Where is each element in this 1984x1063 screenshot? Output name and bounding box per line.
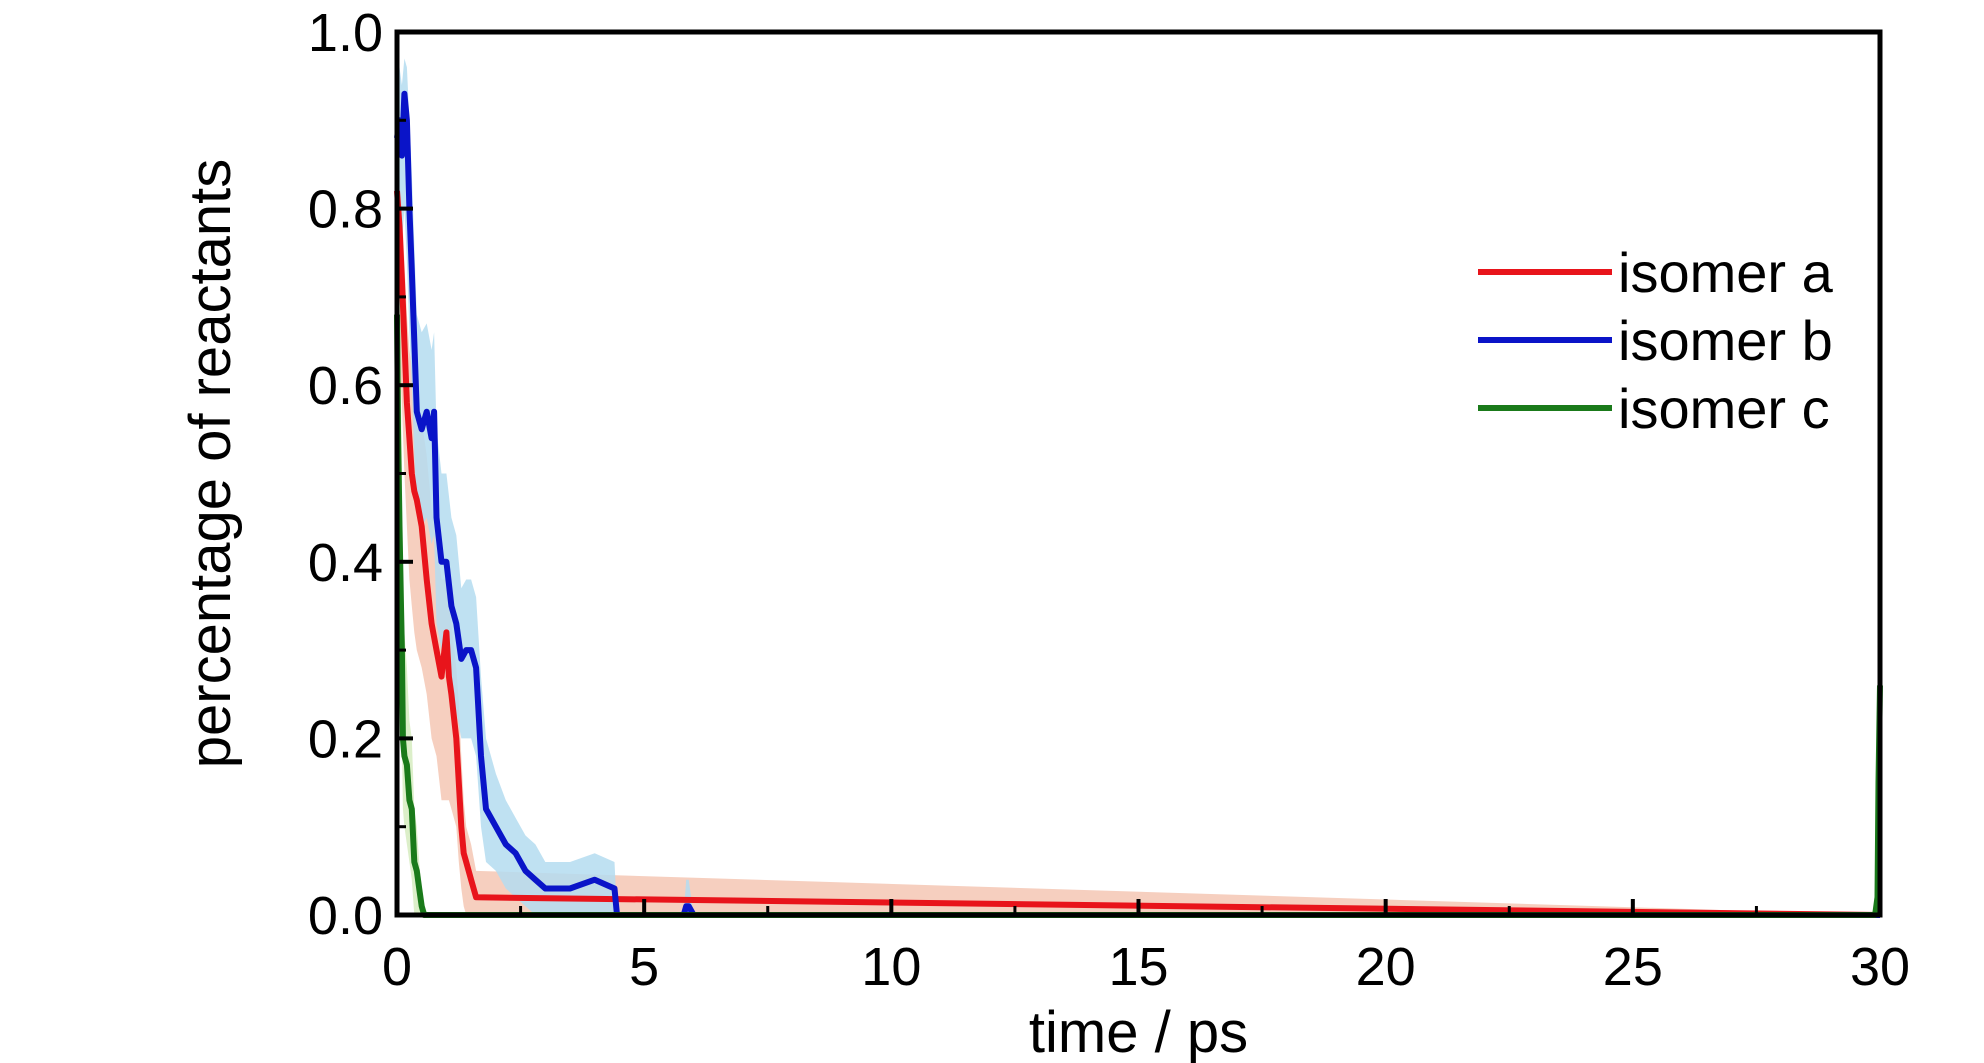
x-tick-label: 15 — [1108, 937, 1168, 997]
y-axis-ticks: 0.0 0.2 0.4 0.6 0.8 1.0 — [308, 3, 413, 946]
y-tick-label: 0.6 — [308, 356, 383, 416]
x-tick-label: 30 — [1850, 937, 1910, 997]
x-axis-title: time / ps — [1029, 1000, 1248, 1063]
series-line-isomer-b — [394, 90, 1880, 918]
y-tick-label: 0.4 — [308, 533, 383, 593]
x-tick-label: 0 — [382, 937, 412, 997]
legend-label-isomer-c: isomer c — [1618, 377, 1830, 440]
y-tick-label: 1.0 — [308, 3, 383, 63]
y-axis-title: percentage of reactants — [178, 159, 243, 768]
x-tick-label: 5 — [629, 937, 659, 997]
y-tick-label: 0.2 — [308, 709, 383, 769]
y-tick-label: 0.0 — [308, 886, 383, 946]
legend-label-isomer-b: isomer b — [1618, 309, 1833, 372]
x-tick-label: 25 — [1603, 937, 1663, 997]
x-tick-label: 10 — [861, 937, 921, 997]
legend-label-isomer-a: isomer a — [1618, 241, 1834, 304]
series-line-isomer-a — [394, 190, 1881, 918]
y-tick-label: 0.8 — [308, 180, 383, 240]
x-axis-ticks: 0 5 10 15 20 25 30 — [382, 899, 1910, 997]
x-tick-label: 20 — [1356, 937, 1416, 997]
